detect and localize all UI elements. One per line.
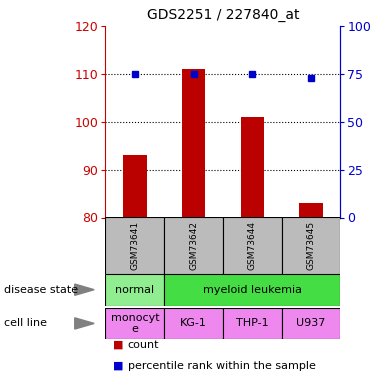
Bar [164, 217, 223, 274]
Bar [299, 203, 323, 217]
Text: GSM73642: GSM73642 [189, 221, 198, 270]
Bar [164, 308, 223, 339]
Bar [240, 117, 264, 218]
Text: myeloid leukemia: myeloid leukemia [203, 285, 302, 295]
Text: ■: ■ [113, 340, 123, 350]
Text: GSM73644: GSM73644 [248, 221, 257, 270]
Bar [164, 274, 340, 306]
Text: U937: U937 [296, 318, 326, 328]
Text: percentile rank within the sample: percentile rank within the sample [128, 361, 316, 370]
Text: normal: normal [115, 285, 154, 295]
Text: THP-1: THP-1 [236, 318, 269, 328]
Text: ■: ■ [113, 361, 123, 370]
Bar [282, 217, 340, 274]
Bar [282, 308, 340, 339]
Text: GSM73641: GSM73641 [130, 221, 139, 270]
Bar [223, 217, 282, 274]
Polygon shape [75, 318, 94, 329]
Text: GSM73645: GSM73645 [306, 221, 316, 270]
Bar [182, 69, 205, 218]
Polygon shape [75, 284, 94, 296]
Text: KG-1: KG-1 [180, 318, 207, 328]
Bar [123, 155, 147, 218]
Bar [105, 217, 164, 274]
Bar [105, 308, 164, 339]
Text: monocyt
e: monocyt e [111, 313, 159, 334]
Text: cell line: cell line [4, 318, 47, 328]
Text: count: count [128, 340, 159, 350]
Bar [105, 274, 164, 306]
Title: GDS2251 / 227840_at: GDS2251 / 227840_at [147, 9, 299, 22]
Bar [223, 308, 282, 339]
Text: disease state: disease state [4, 285, 78, 295]
